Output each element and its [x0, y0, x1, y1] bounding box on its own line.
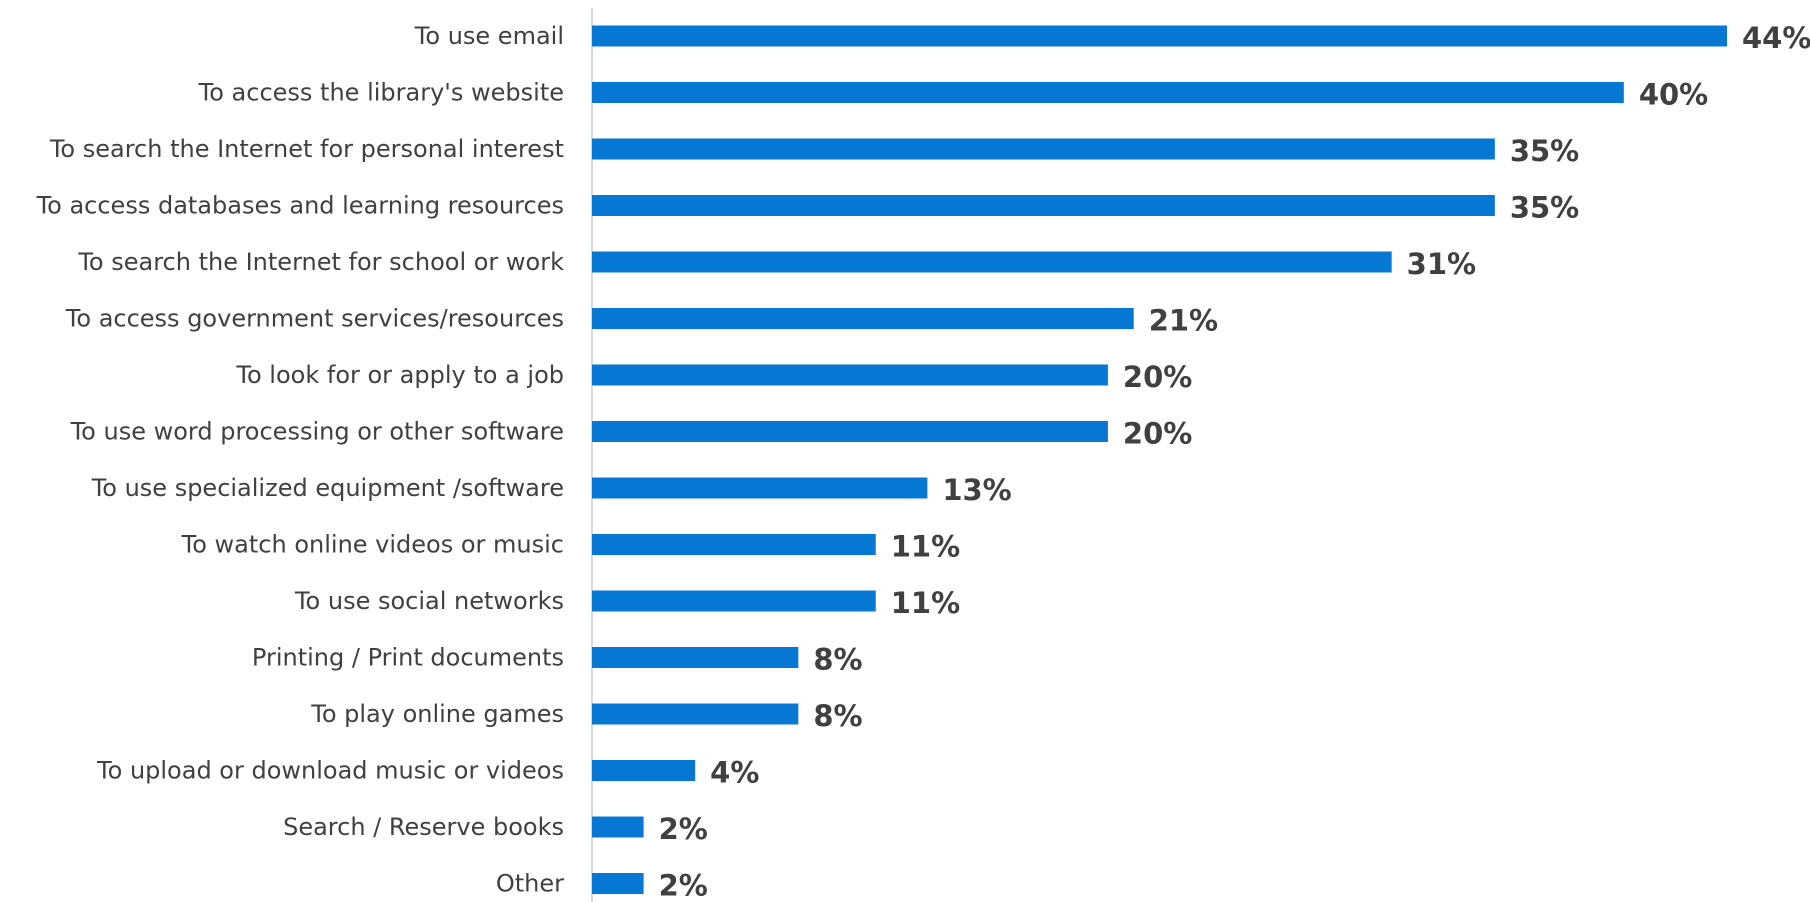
value-label: 8%	[813, 643, 862, 677]
category-label: To watch online videos or music	[181, 531, 564, 559]
value-label: 44%	[1742, 21, 1810, 55]
value-label: 2%	[659, 812, 708, 846]
value-label: 35%	[1510, 191, 1579, 225]
bar	[592, 873, 644, 894]
category-label: To access databases and learning resourc…	[36, 192, 564, 220]
bar	[592, 421, 1108, 442]
bar	[592, 25, 1727, 47]
bar	[592, 82, 1624, 103]
category-label: Other	[496, 870, 564, 898]
value-label: 2%	[659, 869, 708, 902]
value-label: 35%	[1510, 134, 1579, 168]
category-label: To access government services/resources	[65, 305, 564, 333]
category-label: To look for or apply to a job	[235, 361, 564, 389]
category-labels: To use email To access the library's webs…	[36, 22, 565, 898]
category-label: Search / Reserve books	[283, 813, 564, 841]
value-label: 8%	[813, 699, 862, 733]
bar	[592, 647, 799, 668]
category-label: To access the library's website	[198, 79, 564, 107]
bar	[592, 703, 799, 725]
bar	[592, 816, 644, 838]
bar	[592, 138, 1495, 160]
bar	[592, 477, 928, 499]
bar	[592, 590, 876, 612]
bars-group	[592, 25, 1727, 894]
bar	[592, 534, 876, 555]
value-label: 11%	[891, 586, 960, 620]
category-label: To use email	[414, 22, 564, 50]
category-label: Printing / Print documents	[252, 644, 564, 672]
bar	[592, 308, 1134, 329]
value-label: 4%	[710, 756, 759, 790]
value-label: 40%	[1639, 78, 1708, 112]
category-label: To search the Internet for school or wor…	[77, 248, 564, 276]
category-label: To use specialized equipment /software	[91, 474, 564, 502]
category-label: To play online games	[310, 700, 564, 728]
bar	[592, 364, 1108, 386]
value-label: 20%	[1123, 360, 1192, 394]
value-label: 11%	[891, 530, 960, 564]
category-label: To use word processing or other software	[70, 418, 564, 446]
value-labels: 44%40%35%35%31%21%20%20%13%11%11%8%8%4%2…	[659, 21, 1810, 902]
bar	[592, 251, 1392, 273]
value-label: 13%	[942, 473, 1011, 507]
value-label: 20%	[1123, 417, 1192, 451]
category-label: To use social networks	[294, 587, 564, 615]
bar	[592, 195, 1495, 216]
value-label: 21%	[1149, 304, 1218, 338]
bar	[592, 760, 696, 781]
category-label: To upload or download music or videos	[96, 757, 564, 785]
value-label: 31%	[1407, 247, 1476, 281]
category-label: To search the Internet for personal inte…	[49, 135, 564, 163]
